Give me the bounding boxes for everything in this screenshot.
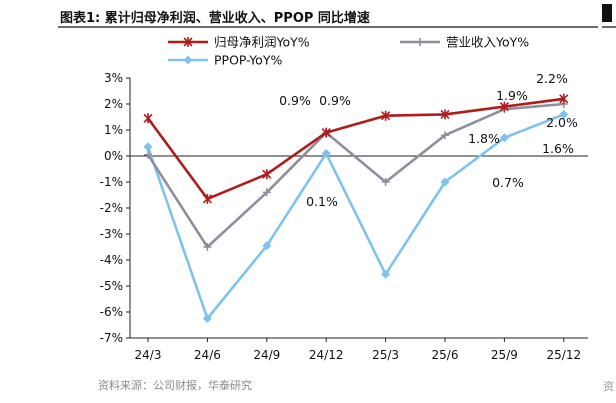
legend: 归母净利润YoY% 营业收入YoY% PPOP-YoY% bbox=[168, 35, 529, 68]
point-marker bbox=[262, 241, 272, 251]
point-marker bbox=[440, 177, 450, 187]
series-0 bbox=[143, 93, 569, 204]
data-label: 0.1% bbox=[306, 194, 338, 209]
x-tick-label: 25/3 bbox=[372, 348, 399, 362]
y-tick-label: -4% bbox=[100, 253, 123, 267]
y-tick-label: 0% bbox=[104, 149, 123, 163]
point-marker bbox=[321, 127, 331, 138]
y-tick-label: 2% bbox=[104, 97, 123, 111]
y-tick-label: -1% bbox=[100, 175, 123, 189]
y-tick-label: -6% bbox=[100, 305, 123, 319]
source-note: 资料来源：公司财报，华泰研究 bbox=[98, 379, 252, 392]
series-line bbox=[146, 97, 564, 201]
point-marker bbox=[143, 142, 153, 152]
y-tick-label: -3% bbox=[100, 227, 123, 241]
y-tick-label: -5% bbox=[100, 279, 123, 293]
data-label: 1.9% bbox=[496, 88, 528, 103]
y-tick-label: 3% bbox=[104, 71, 123, 85]
data-label: 0.9% bbox=[319, 93, 351, 108]
edge-rule bbox=[602, 26, 616, 28]
edge-fragment-char: 资 bbox=[603, 380, 614, 393]
data-label: 1.6% bbox=[542, 141, 574, 156]
point-marker bbox=[416, 38, 424, 46]
x-tick-label: 25/9 bbox=[491, 348, 518, 362]
point-marker bbox=[144, 150, 152, 159]
legend-entry: PPOP-YoY% bbox=[168, 53, 282, 68]
point-marker bbox=[321, 148, 331, 158]
data-label: 0.7% bbox=[492, 175, 524, 190]
point-marker bbox=[559, 93, 569, 104]
x-tick-label: 24/12 bbox=[309, 348, 344, 362]
point-marker bbox=[499, 133, 509, 143]
point-marker bbox=[441, 131, 449, 140]
series-2 bbox=[143, 109, 569, 323]
data-label: 2.0% bbox=[546, 115, 578, 130]
series-line bbox=[146, 113, 565, 320]
point-marker bbox=[203, 243, 212, 251]
x-tick-label: 25/6 bbox=[432, 348, 459, 362]
x-tick-label: 24/9 bbox=[253, 348, 280, 362]
legend-entry: 归母净利润YoY% bbox=[168, 35, 310, 50]
data-label: 1.8% bbox=[468, 131, 500, 146]
point-marker bbox=[262, 169, 272, 180]
point-marker bbox=[262, 188, 271, 197]
data-labels: 0.9% 0.9% 0.1% 1.9% 1.8% 0.7% 2.2% 2.0% 1.6% bbox=[279, 71, 578, 209]
edge-fragment bbox=[602, 4, 612, 22]
x-tick-label: 24/3 bbox=[135, 348, 162, 362]
point-marker bbox=[143, 113, 153, 124]
point-marker bbox=[499, 101, 509, 112]
legend-label: 营业收入YoY% bbox=[446, 35, 529, 50]
point-marker bbox=[183, 55, 193, 65]
x-tick-label: 25/12 bbox=[547, 348, 582, 362]
point-marker bbox=[381, 269, 391, 279]
legend-label: PPOP-YoY% bbox=[214, 53, 282, 68]
title-bar: 图表1: 累计归母净利润、营业收入、PPOP 同比增速 bbox=[58, 4, 598, 28]
point-marker bbox=[559, 109, 569, 119]
y-tick-label: 1% bbox=[104, 123, 123, 137]
point-marker bbox=[381, 178, 390, 186]
point-marker bbox=[440, 109, 450, 120]
point-marker bbox=[183, 37, 193, 47]
data-label: 0.9% bbox=[279, 93, 311, 108]
point-marker bbox=[381, 110, 391, 121]
chart-title: 图表1: 累计归母净利润、营业收入、PPOP 同比增速 bbox=[60, 11, 370, 26]
point-marker bbox=[202, 314, 212, 323]
y-tick-label: -7% bbox=[100, 331, 123, 345]
x-tick-label: 24/6 bbox=[194, 348, 221, 362]
legend-entry: 营业收入YoY% bbox=[400, 35, 529, 50]
data-label: 2.2% bbox=[536, 71, 568, 86]
series-line bbox=[146, 102, 564, 249]
point-marker bbox=[202, 193, 212, 204]
y-tick-label: -2% bbox=[100, 201, 123, 215]
series-lines bbox=[143, 93, 569, 323]
axes: 3% 2% 1% 0% -1% -2% -3% -4% -5% -6% -7% 24/3 24/6 24/… bbox=[100, 71, 588, 362]
legend-label: 归母净利润YoY% bbox=[214, 35, 310, 50]
